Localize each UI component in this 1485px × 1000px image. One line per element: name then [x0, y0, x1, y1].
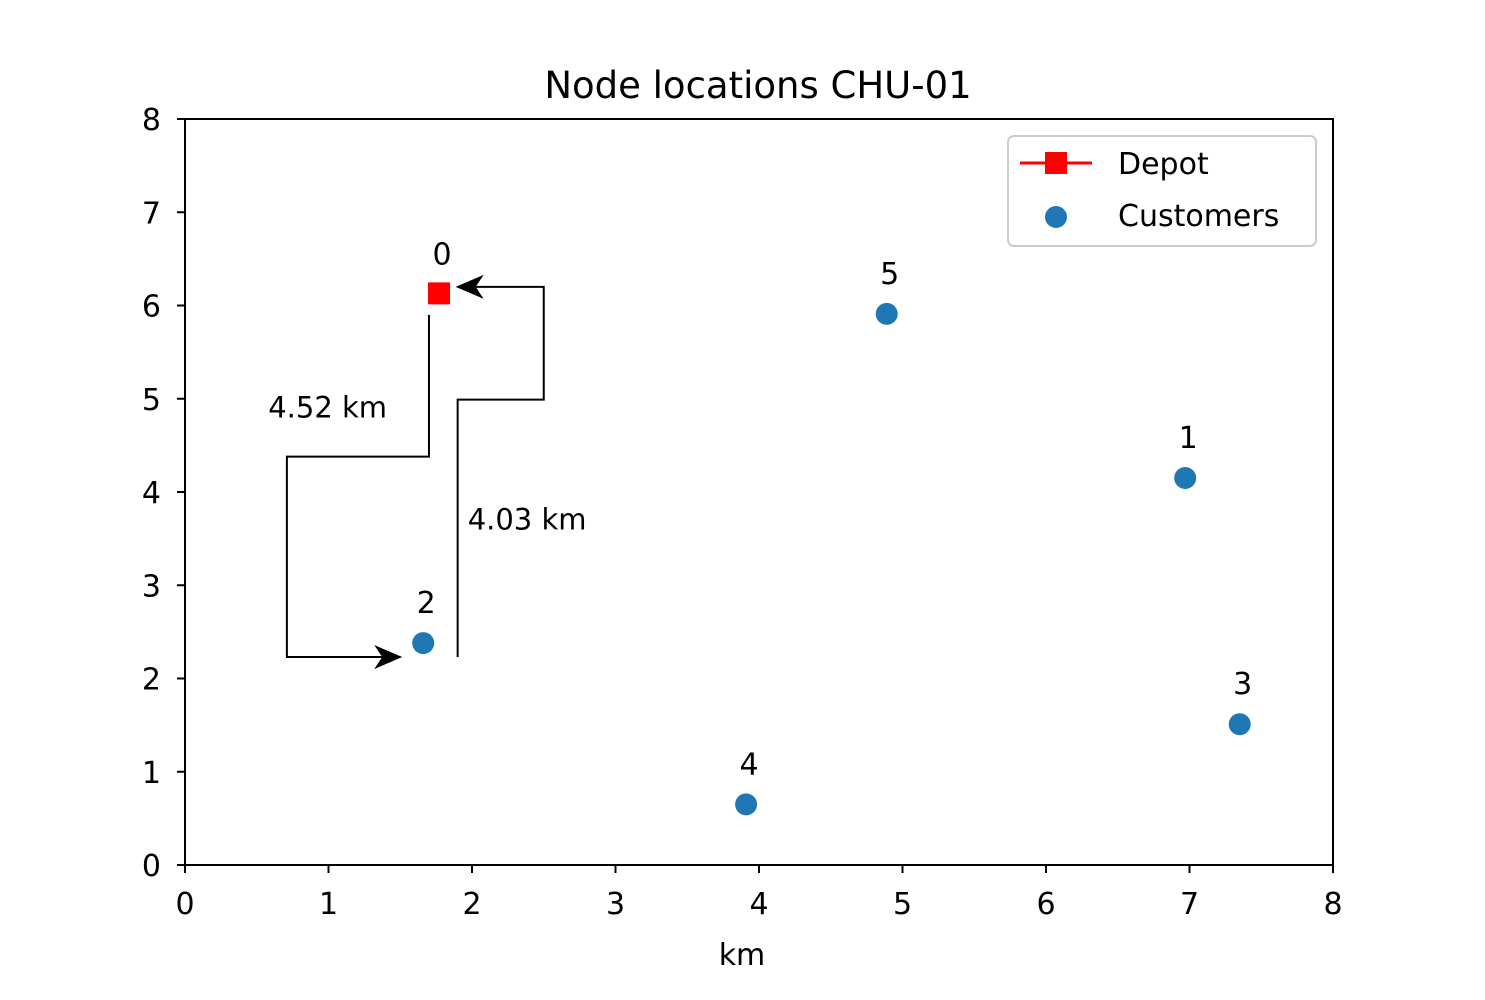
- route-annotations: 4.52 km 4.03 km: [268, 274, 587, 670]
- x-tick-label: 2: [462, 887, 481, 922]
- node-label: 1: [1179, 421, 1198, 456]
- customer-point-3: [1228, 713, 1251, 736]
- data-points: 1 2 3 4 5 0: [412, 237, 1252, 816]
- node-label: 4: [740, 747, 759, 782]
- x-tick-label: 0: [175, 887, 194, 922]
- y-tick-label: 3: [142, 569, 161, 604]
- x-tick-label: 5: [893, 887, 912, 922]
- y-tick-label: 0: [142, 849, 161, 884]
- legend-depot-marker: [1045, 152, 1067, 174]
- y-tick-label: 1: [142, 756, 161, 791]
- legend-depot-label: Depot: [1118, 147, 1209, 182]
- customer-point-1: [1174, 467, 1197, 490]
- x-tick-label: 6: [1036, 887, 1055, 922]
- y-tick-label: 4: [142, 476, 161, 511]
- axis-ticks: 0 1 2 3 4 5 6 7 8 0 1 2 3 4 5 6 7 8: [142, 103, 1343, 922]
- x-tick-label: 7: [1180, 887, 1199, 922]
- route-distance-label: 4.03 km: [468, 502, 587, 536]
- x-tick-label: 3: [606, 887, 625, 922]
- y-tick-label: 5: [142, 383, 161, 418]
- route-arrow-2: [455, 274, 545, 658]
- x-axis-label: km: [719, 938, 766, 973]
- node-label: 0: [432, 237, 451, 272]
- x-tick-label: 4: [749, 887, 768, 922]
- legend-customers-label: Customers: [1118, 199, 1279, 234]
- x-tick-label: 8: [1323, 887, 1342, 922]
- x-tick-label: 1: [319, 887, 338, 922]
- node-label: 3: [1233, 667, 1252, 702]
- node-label: 2: [417, 586, 436, 621]
- route-arrow-1: [285, 314, 430, 670]
- y-tick-label: 8: [142, 103, 161, 138]
- y-tick-label: 6: [142, 290, 161, 325]
- legend-customers-marker: [1045, 206, 1067, 228]
- chart-title: Node locations CHU-01: [544, 64, 971, 107]
- customer-point-4: [735, 793, 758, 816]
- node-label: 5: [880, 257, 899, 292]
- route-distance-label: 4.52 km: [268, 390, 387, 424]
- y-tick-label: 2: [142, 663, 161, 698]
- depot-point-0: [427, 282, 450, 305]
- y-tick-label: 7: [142, 196, 161, 231]
- customer-point-2: [412, 632, 435, 655]
- customer-point-5: [875, 302, 898, 325]
- legend: Depot Customers: [1007, 135, 1317, 247]
